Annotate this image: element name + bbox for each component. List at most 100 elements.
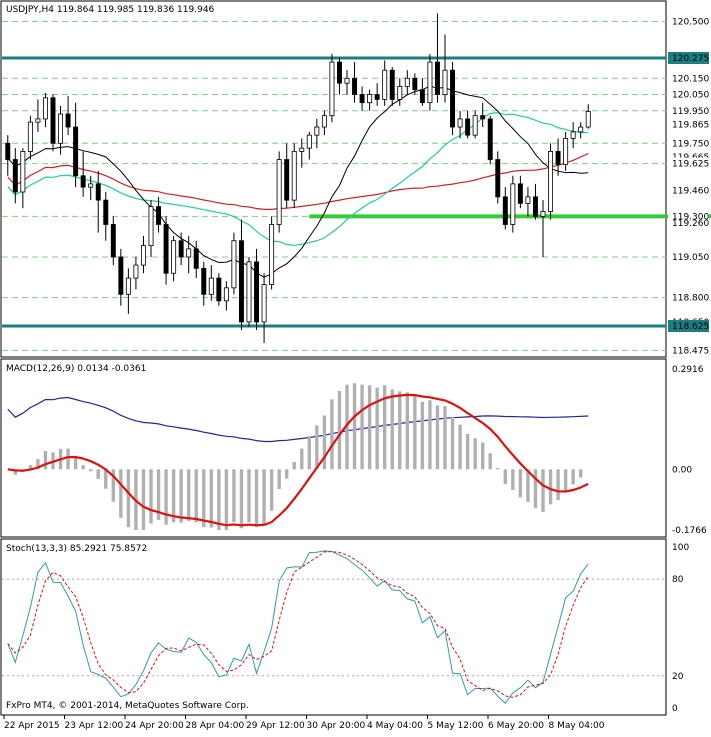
candle-body [27,121,33,152]
candle-body [419,89,425,104]
price-label: 119.865 [672,121,709,131]
candle [291,143,297,209]
macd-header: MACD(12,26,9) 0.0134 -0.0361 [6,364,146,374]
candle [42,92,48,128]
candle-body [73,126,79,177]
candle-body [223,287,229,302]
candle-body [397,86,403,100]
candle-body [540,211,546,217]
candle-body [133,264,139,279]
candle [178,232,184,266]
candle-body [201,267,207,295]
candle [20,148,26,209]
price-label: 119.950 [672,107,709,117]
candle [502,187,508,230]
candle-body [231,240,237,289]
candle [352,62,358,103]
time-label: 22 Apr 2015 [4,721,60,731]
candle [389,66,395,106]
candle [359,86,365,111]
candle [50,94,56,152]
candle [269,216,275,290]
price-label-box [668,250,709,263]
candle [510,175,516,233]
candle-body [5,142,11,160]
ma-red-line [7,153,589,210]
candle-body [35,118,41,123]
candle-body [284,159,290,201]
candle [193,240,199,279]
candle [261,273,267,344]
candle [133,256,139,290]
candle [73,102,79,188]
price-label: 119.750 [672,139,709,149]
candle-body [457,118,463,128]
candle [276,151,282,233]
macd-axis: 0.2916 0.00 -0.1766 [672,365,707,536]
price-label-box [668,344,709,357]
candle [404,70,410,95]
candle [284,143,290,209]
stoch-axis-label: 0 [672,704,678,714]
price-label-box [668,72,709,85]
candle-body [238,240,244,323]
ma-black-line [7,85,589,278]
candle-body [50,97,56,144]
price-label: 118.800 [672,294,709,304]
price-label: 120.150 [672,74,709,84]
time-label: 29 Apr 12:00 [246,721,305,731]
price-label-box [668,291,709,304]
candle-body [578,126,584,133]
candle [186,235,192,274]
candle [548,143,554,220]
candle [427,53,433,111]
candle-body [555,150,561,165]
stoch-axis-label: 20 [672,672,684,682]
ma-navy-line [7,396,589,443]
candle-body [178,240,184,258]
candle [103,192,109,241]
candle-body [525,196,531,204]
candle-body [404,77,410,87]
candle-body [382,69,388,100]
candle [246,256,252,327]
candle-body [186,248,192,258]
candle [382,60,388,106]
candle [329,53,335,123]
candle [58,105,64,155]
candle-body [80,175,86,188]
price-label-box [668,15,709,28]
candle [163,216,169,285]
candle [140,235,146,274]
candle-body [570,131,576,139]
candle-body [193,248,199,269]
candle [201,261,207,306]
candle-body [450,69,456,128]
price-label-box [668,88,709,101]
candle [118,248,124,306]
candle [12,148,18,204]
candle-body [148,206,154,246]
candle [555,138,561,176]
macd-panel-frame [0,358,667,538]
horizontal-levels[interactable] [2,56,711,328]
time-label: 5 May 12:00 [428,721,484,731]
price-label-box [668,157,709,170]
candle [314,118,320,149]
candle [532,183,538,220]
candle-body [427,61,433,104]
candle [231,232,237,295]
candle [321,110,327,136]
candle-body [276,159,282,225]
stoch-main-line [7,550,589,704]
time-label: 24 Apr 20:00 [125,721,184,731]
candle [336,57,342,95]
price-label: 120.275 [672,54,709,64]
stoch-axis: 100 80 20 0 [672,543,689,714]
time-label: 28 Apr 04:00 [186,721,245,731]
price-label-box [668,52,709,64]
stoch-levels [2,578,666,677]
ma-teal-line [7,111,589,246]
